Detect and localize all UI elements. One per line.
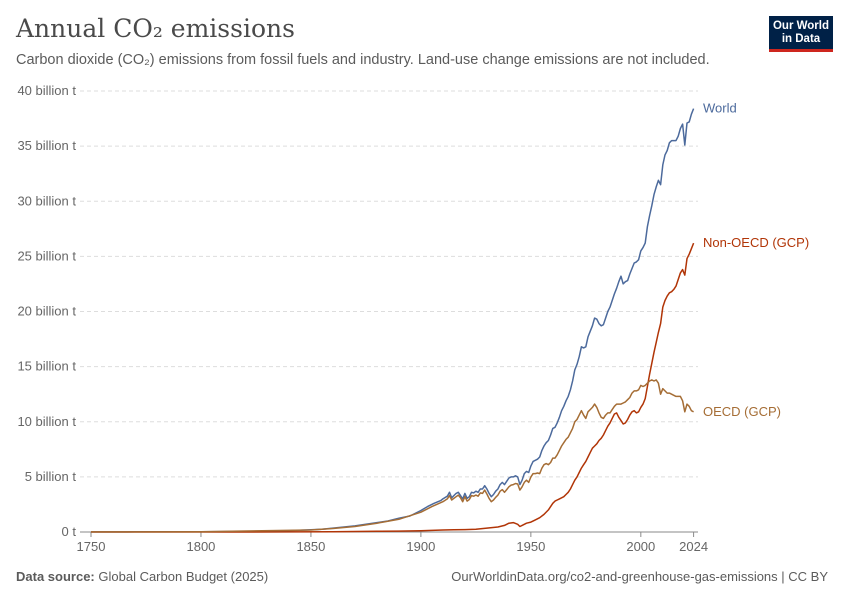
data-source: Data source: Global Carbon Budget (2025) [16,569,268,584]
data-source-label: Data source: [16,569,95,584]
y-tick-label: 0 t [62,524,77,539]
series-label-oecd-gcp[interactable]: OECD (GCP) [703,404,781,419]
x-tick-label: 1900 [406,539,435,554]
x-tick-label: 2024 [679,539,708,554]
grid-lines [80,90,698,533]
x-tick-label: 1950 [516,539,545,554]
footer-url[interactable]: OurWorldinData.org/co2-and-greenhouse-ga… [451,569,828,584]
logo-line-2: in Data [781,33,821,45]
y-tick-label: 25 billion t [17,248,76,263]
y-axis-ticks: 0 t 5 billion t 10 billion t 15 billion t 20… [17,83,76,539]
x-tick-label: 2000 [626,539,655,554]
line-chart: 0 t 5 billion t 10 billion t 15 billion t 20… [17,83,809,554]
chart-title: Annual CO₂ emissions [16,14,295,43]
series-line-non-oecd-gcp[interactable] [91,242,695,533]
owid-logo[interactable]: Our World in Data [769,16,833,52]
y-tick-label: 35 billion t [17,138,76,153]
y-tick-label: 15 billion t [17,359,76,374]
chart-subtitle: Carbon dioxide (CO₂) emissions from foss… [16,52,710,68]
x-axis-ticks: 1750 1800 1850 1900 1950 2000 2024 [77,532,708,554]
logo-line-1: Our World [772,20,829,32]
x-tick-label: 1850 [296,539,325,554]
series-label-non-oecd-gcp[interactable]: Non-OECD (GCP) [703,235,809,250]
y-tick-label: 10 billion t [17,414,76,429]
y-tick-label: 5 billion t [25,469,77,484]
y-tick-label: 30 billion t [17,193,76,208]
y-tick-label: 40 billion t [17,83,76,98]
x-tick-label: 1750 [77,539,106,554]
series-label-world[interactable]: World [703,101,737,116]
data-source-text[interactable]: Global Carbon Budget (2025) [98,569,269,584]
series-lines [90,108,695,533]
series-labels: World Non-OECD (GCP) OECD (GCP) [703,101,809,419]
series-line-world[interactable] [91,108,695,533]
y-tick-label: 20 billion t [17,304,76,319]
x-tick-label: 1800 [186,539,215,554]
series-line-oecd-gcp[interactable] [90,379,694,533]
